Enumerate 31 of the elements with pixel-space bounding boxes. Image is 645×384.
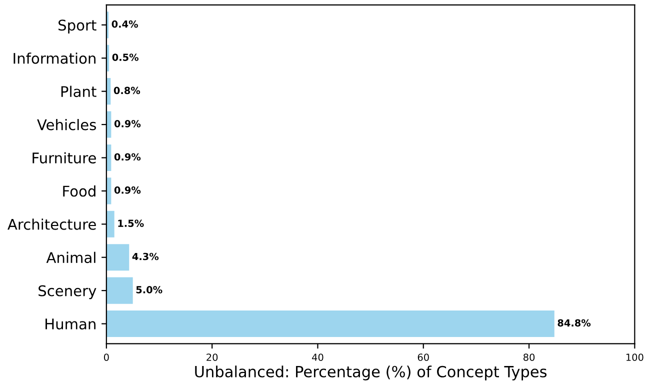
- y-tick-label: Food: [63, 185, 96, 197]
- x-tick-label: 80: [524, 354, 535, 361]
- data-label: 0.9%: [114, 153, 141, 161]
- y-tick-label: Furniture: [32, 152, 96, 164]
- x-tick-label: 0: [104, 354, 109, 361]
- bar: [106, 310, 554, 338]
- y-tick-label: Architecture: [8, 218, 96, 230]
- bar: [106, 244, 130, 271]
- y-tick-label: Sport: [58, 20, 96, 34]
- x-tick-label: 100: [626, 354, 644, 361]
- x-axis-title: Unbalanced: Percentage (%) of Concept Types: [195, 366, 547, 380]
- y-tick-label: Plant: [61, 86, 96, 98]
- data-label: 1.5%: [118, 220, 144, 227]
- data-label: 0.9%: [114, 120, 141, 128]
- bar: [106, 277, 133, 304]
- data-label: 0.8%: [114, 86, 140, 94]
- data-label: 0.5%: [112, 54, 138, 61]
- x-tick-label: 60: [418, 354, 429, 361]
- data-label: 4.3%: [132, 252, 159, 260]
- y-tick-label: Scenery: [38, 285, 96, 300]
- y-tick-label: Information: [14, 52, 96, 64]
- data-label: 84.8%: [558, 319, 591, 327]
- data-label: 0.9%: [114, 186, 141, 194]
- y-tick-label: Human: [46, 318, 96, 330]
- x-tick-label: 40: [312, 354, 324, 361]
- data-label: 5.0%: [136, 286, 162, 294]
- y-tick-label: Animal: [46, 252, 96, 264]
- data-label: 0.4%: [112, 20, 138, 28]
- y-tick-label: Vehicles: [37, 118, 96, 130]
- bar: [106, 210, 114, 238]
- x-tick-label: 20: [206, 354, 218, 361]
